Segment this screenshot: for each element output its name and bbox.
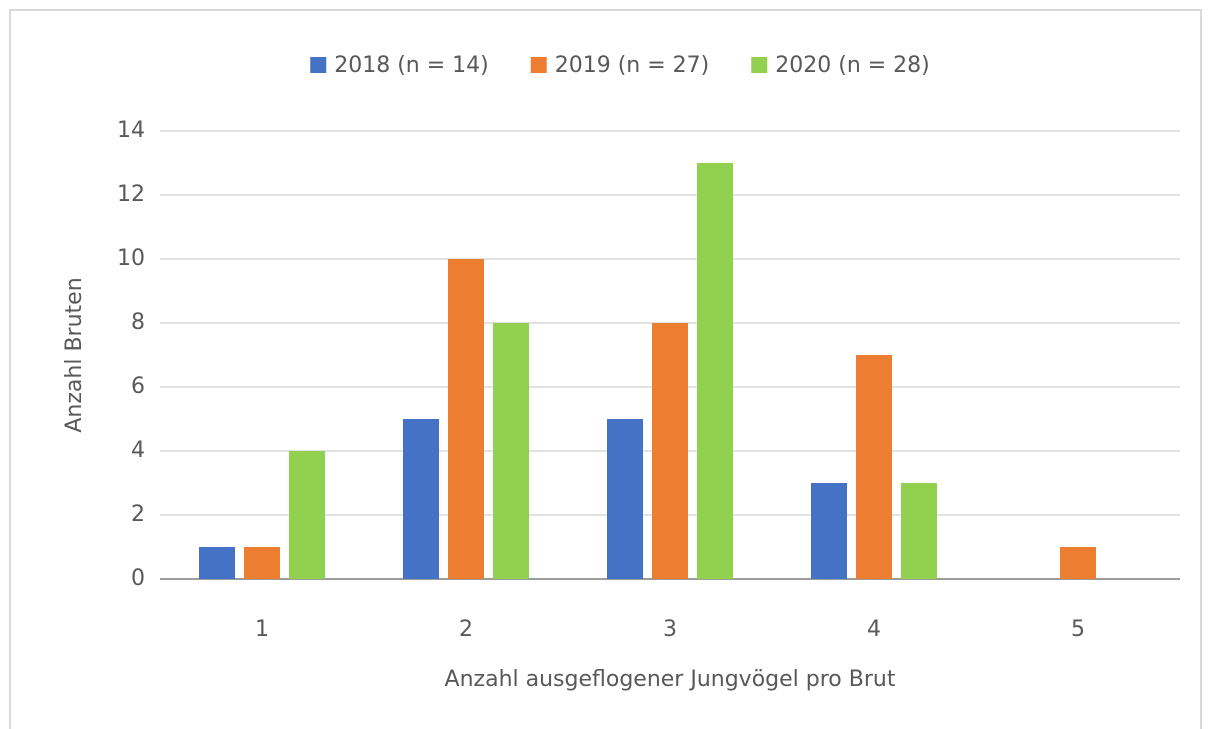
bar bbox=[697, 163, 733, 579]
legend-label: 2019 (n = 27) bbox=[555, 53, 710, 78]
x-tick-label: 5 bbox=[1071, 617, 1085, 642]
bar bbox=[448, 259, 484, 579]
bar bbox=[1060, 547, 1096, 579]
chart-frame bbox=[9, 9, 1202, 729]
x-axis-title: Anzahl ausgeflogener Jungvögel pro Brut bbox=[445, 667, 896, 692]
legend-swatch bbox=[751, 57, 768, 73]
bar bbox=[901, 483, 937, 579]
y-tick-label: 10 bbox=[117, 246, 145, 271]
bar bbox=[607, 419, 643, 579]
bar bbox=[289, 451, 325, 579]
legend-label: 2020 (n = 28) bbox=[775, 53, 930, 78]
y-tick-label: 0 bbox=[131, 566, 145, 591]
legend-label: 2018 (n = 14) bbox=[334, 53, 489, 78]
y-tick-label: 6 bbox=[131, 374, 145, 399]
bar bbox=[856, 355, 892, 579]
bar bbox=[811, 483, 847, 579]
bar bbox=[403, 419, 439, 579]
y-tick-label: 8 bbox=[131, 310, 145, 335]
x-tick-label: 2 bbox=[459, 617, 473, 642]
y-tick-label: 4 bbox=[131, 438, 145, 463]
bar bbox=[199, 547, 235, 579]
legend-swatch bbox=[530, 57, 547, 73]
y-tick-label: 12 bbox=[117, 182, 145, 207]
bar bbox=[652, 323, 688, 579]
bar bbox=[244, 547, 280, 579]
x-tick-label: 3 bbox=[663, 617, 677, 642]
x-tick-label: 4 bbox=[867, 617, 881, 642]
bar bbox=[493, 323, 529, 579]
x-tick-label: 1 bbox=[255, 617, 269, 642]
y-tick-label: 14 bbox=[117, 118, 145, 143]
legend-swatch bbox=[310, 57, 327, 73]
y-axis-title: Anzahl Bruten bbox=[62, 277, 87, 432]
y-tick-label: 2 bbox=[131, 502, 145, 527]
